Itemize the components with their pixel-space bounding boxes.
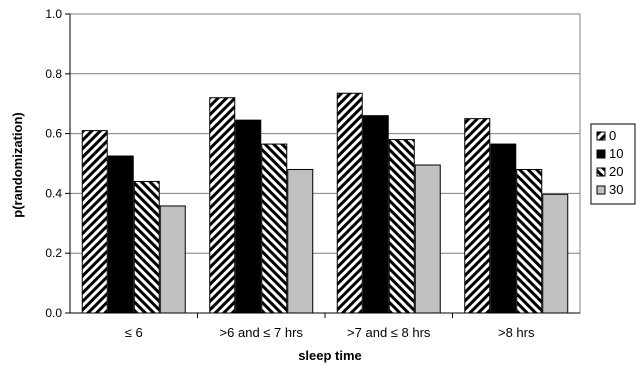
bar-10-1 [235, 119, 262, 314]
axes: 0.0 0.2 0.4 0.6 0.8 1.0 ≤ 6 >6 and ≤ 7 hrs >7 an… [45, 7, 580, 340]
legend-label-10: 10 [609, 146, 623, 161]
legend-swatch-0 [596, 131, 606, 141]
legend-swatch-20 [596, 167, 606, 177]
bar-30-2 [414, 164, 441, 314]
legend-label-0: 0 [609, 128, 616, 143]
x-tick-label: >6 and ≤ 7 hrs [220, 325, 304, 340]
bars [81, 92, 569, 314]
bar-0-2 [336, 92, 363, 314]
legend-swatch-30 [596, 185, 606, 195]
bar-0-1 [209, 97, 236, 314]
y-tick-label: 0.2 [45, 246, 62, 260]
y-tick-label: 0.8 [45, 67, 62, 81]
x-tick-label: >8 hrs [498, 325, 535, 340]
y-tick-label: 0.4 [45, 186, 62, 200]
y-tick-label: 0.0 [45, 306, 62, 320]
legend-label-30: 30 [609, 182, 623, 197]
y-axis-label: p(randomization) [10, 112, 25, 217]
bar-30-0 [159, 205, 186, 314]
bar-20-0 [133, 180, 160, 314]
bar-30-1 [287, 168, 314, 314]
x-tick-label: ≤ 6 [125, 325, 143, 340]
y-tick-label: 0.6 [45, 127, 62, 141]
legend-label-20: 20 [609, 164, 623, 179]
y-tick-label: 1.0 [45, 7, 62, 21]
bar-10-2 [362, 115, 389, 314]
bar-20-3 [516, 168, 543, 314]
bar-30-3 [542, 193, 569, 314]
legend-swatch-10 [596, 149, 606, 159]
bar-0-0 [81, 130, 108, 314]
bar-20-2 [388, 139, 415, 314]
bar-10-3 [490, 143, 517, 314]
bar-10-0 [107, 155, 134, 314]
x-axis-label: sleep time [298, 348, 362, 363]
bar-0-3 [464, 118, 491, 314]
x-tick-label: >7 and ≤ 8 hrs [347, 325, 431, 340]
bar-20-1 [261, 143, 288, 314]
legend: 0 10 20 30 [590, 123, 636, 205]
